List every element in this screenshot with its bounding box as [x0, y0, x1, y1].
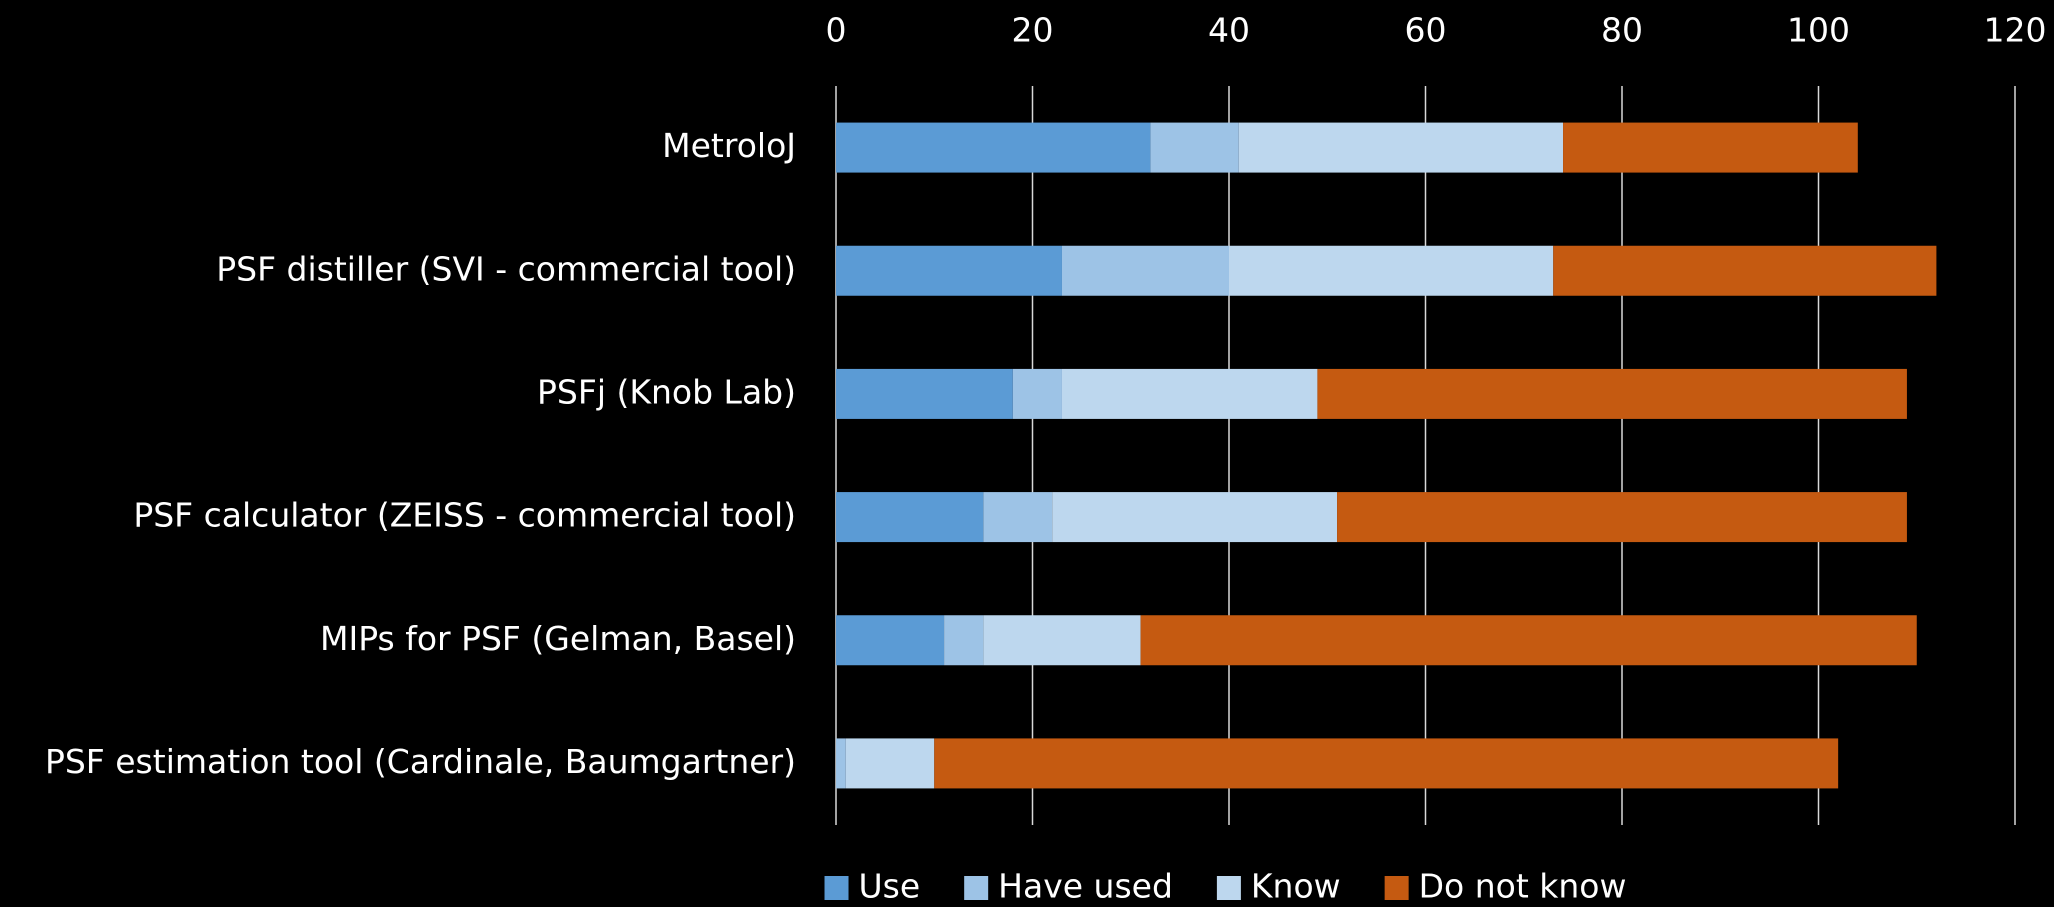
bar-segment: [1061, 368, 1318, 419]
bar-segment: [944, 615, 984, 666]
x-tick-label: 20: [1012, 11, 1054, 50]
x-tick-label: 80: [1601, 11, 1643, 50]
bar-segment: [836, 492, 984, 543]
bar-segment: [1337, 492, 1907, 543]
y-tick-label: MetroloJ: [662, 126, 796, 165]
bar-segment: [1150, 122, 1239, 173]
bar-segment: [983, 615, 1141, 666]
bar-segment: [836, 368, 1013, 419]
bar-segment: [1012, 368, 1062, 419]
bar-segment: [1061, 245, 1229, 296]
x-tick-label: 120: [1984, 11, 2047, 50]
bar-segment: [836, 245, 1062, 296]
bar-segment: [845, 738, 935, 789]
bar-segment: [836, 122, 1151, 173]
bar-segment: [1140, 615, 1917, 666]
y-tick-label: PSF estimation tool (Cardinale, Baumgart…: [45, 742, 796, 781]
legend-swatch: [1384, 876, 1409, 900]
bar-segment: [1052, 492, 1338, 543]
legend-label: Do not know: [1419, 867, 1627, 906]
legend-swatch: [964, 876, 989, 900]
x-tick-label: 100: [1787, 11, 1850, 50]
bar-segment: [1553, 245, 1937, 296]
bar-segment: [1317, 368, 1907, 419]
legend-label: Have used: [998, 867, 1173, 906]
bar-segment: [1229, 245, 1554, 296]
x-tick-label: 40: [1208, 11, 1250, 50]
legend-label: Use: [859, 867, 921, 906]
legend-label: Know: [1251, 867, 1341, 906]
x-tick-label: 0: [826, 11, 847, 50]
bar-segment: [1563, 122, 1858, 173]
y-tick-label: PSFj (Knob Lab): [537, 372, 796, 411]
bar-segment: [836, 738, 846, 789]
y-tick-label: PSF distiller (SVI - commercial tool): [216, 249, 796, 288]
legend-swatch: [824, 876, 849, 900]
bar-segment: [1238, 122, 1564, 173]
y-tick-label: PSF calculator (ZEISS - commercial tool): [133, 496, 796, 535]
y-tick-label: MIPs for PSF (Gelman, Basel): [320, 619, 796, 658]
bar-segment: [983, 492, 1053, 543]
bar-segment: [934, 738, 1839, 789]
x-tick-label: 60: [1405, 11, 1447, 50]
legend-swatch: [1216, 876, 1241, 900]
bar-segment: [836, 615, 945, 666]
